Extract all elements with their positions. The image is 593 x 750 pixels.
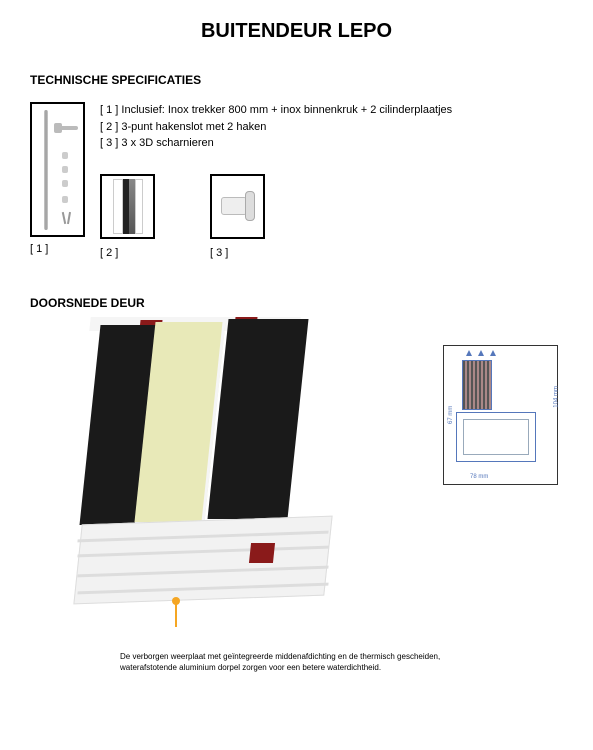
spec-line-1: [ 1 ] Inclusief: Inox trekker 800 mm + i…: [100, 102, 452, 119]
thumb-label-3: [ 3 ]: [210, 245, 265, 262]
spec-text-block: [ 1 ] Inclusief: Inox trekker 800 mm + i…: [100, 102, 452, 261]
spec-line-2: [ 2 ] 3-punt hakenslot met 2 haken: [100, 119, 452, 136]
hinge-pin-icon: [245, 191, 255, 221]
thumb-col-2: [ 2 ]: [100, 174, 155, 262]
escutcheon-icon: [62, 152, 68, 159]
footnote-line-2: waterafstotende aluminium dorpel zorgen …: [120, 663, 470, 673]
dimension-right: 104 mm: [554, 386, 560, 408]
cylinder-plate-icon: [62, 196, 68, 203]
keys-icon: [60, 212, 74, 224]
page-title: BUITENDEUR LEPO: [30, 20, 563, 43]
specs-row: [ 1 ] [ 1 ] Inclusief: Inox trekker 800 …: [30, 102, 563, 261]
section-heading-cross: DOORSNEDE DEUR: [30, 296, 563, 310]
hardware-image-3: [210, 174, 265, 239]
cylinder-plate-icon: [62, 180, 68, 187]
door-cross-section-image: [70, 325, 340, 625]
thumb-label-2: [ 2 ]: [100, 245, 155, 262]
threshold-technical-diagram: 78 mm 104 mm 67 mm: [443, 345, 558, 485]
dimension-bottom: 78 mm: [470, 474, 488, 480]
thumb-label-1: [ 1 ]: [30, 243, 85, 255]
dimension-left: 67 mm: [448, 406, 454, 424]
escutcheon-icon: [62, 166, 68, 173]
thumb-col-1: [ 1 ]: [30, 102, 85, 255]
pull-bar-icon: [44, 110, 48, 230]
lock-frame-icon: [113, 179, 123, 234]
lever-handle-icon: [58, 126, 78, 130]
footnote-line-1: De verborgen weerplaat met geïntegreerde…: [120, 652, 470, 662]
thumb-col-3: [ 3 ]: [210, 174, 265, 262]
thermal-insert-icon: [249, 543, 275, 563]
cross-section-area: 78 mm 104 mm 67 mm De verborgen weerplaa…: [30, 325, 563, 665]
cross-section-footnote: De verborgen weerplaat met geïntegreerde…: [120, 652, 470, 673]
threshold-profile-icon: [456, 412, 536, 462]
spec-line-3: [ 3 ] 3 x 3D scharnieren: [100, 135, 452, 152]
hardware-image-1: [30, 102, 85, 237]
section-heading-specs: TECHNISCHE SPECIFICATIES: [30, 73, 563, 87]
lock-frame-icon: [135, 179, 143, 234]
hardware-image-2: [100, 174, 155, 239]
hinge-body-icon: [221, 197, 247, 215]
panel-hatch-icon: [462, 360, 492, 410]
drainage-arrows-icon: [466, 350, 496, 358]
callout-pointer-icon: [175, 601, 177, 627]
